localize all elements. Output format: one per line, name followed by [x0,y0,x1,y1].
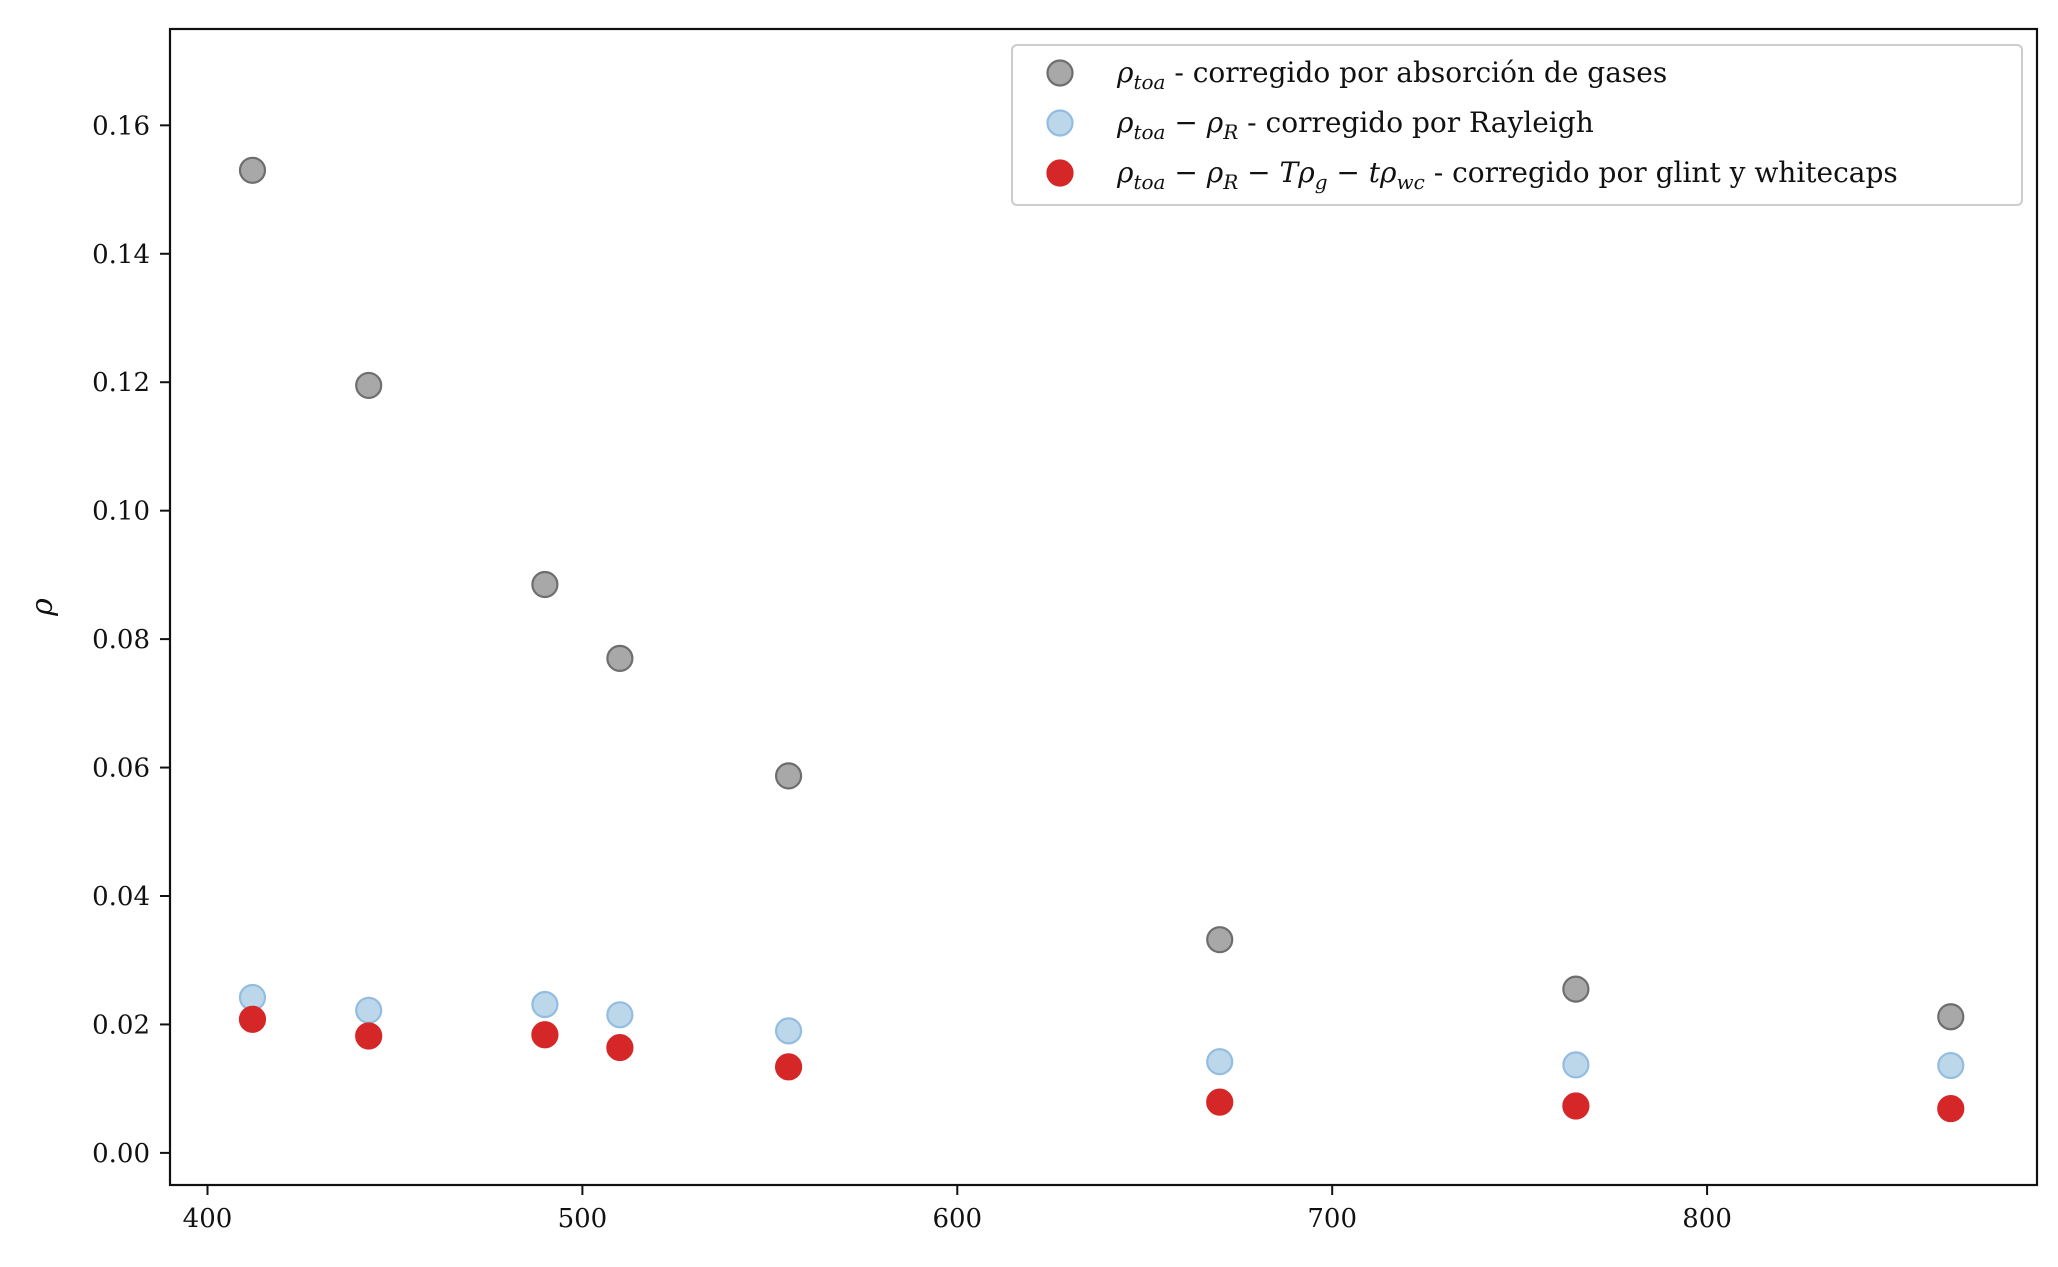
legend-entry: ρtoa​ − ρR​ - corregido por Rayleigh [1046,106,1594,144]
data-point [1562,1092,1590,1120]
y-tick-label: 0.02 [92,1010,150,1040]
data-point [774,762,803,790]
legend-label: ρtoa​ - corregido por absorción de gases [1116,56,1667,94]
y-tick-label: 0.08 [92,625,150,655]
series-2 [238,983,1965,1080]
x-tick-label: 600 [932,1204,982,1234]
legend-marker [1046,159,1074,187]
data-point [531,1021,559,1049]
y-tick-label: 0.04 [92,882,150,912]
data-point [1937,1051,1965,1080]
y-tick-label: 0.00 [92,1139,150,1169]
series-3 [238,1005,1965,1123]
y-tick-label: 0.10 [92,497,150,527]
data-point [1206,1088,1234,1116]
data-point [238,156,267,184]
legend-entry: ρtoa​ − ρR​ − Tρg​ − tρwc​ - corregido p… [1046,156,1898,194]
y-tick-label: 0.14 [92,240,150,270]
legend-entry: ρtoa​ - corregido por absorción de gases [1046,56,1667,94]
y-axis-label: ρ [25,598,60,617]
data-point [774,1053,803,1081]
data-point [606,1033,634,1062]
data-point [1937,1094,1965,1123]
legend-box [1011,44,2023,206]
data-point [1206,926,1234,954]
data-point [774,1017,803,1045]
data-point [1562,1051,1590,1079]
y-tick-label: 0.16 [92,111,150,141]
plot-frame [168,27,2039,1187]
x-tick-label: 700 [1307,1204,1357,1234]
y-axis: 0.00 0.02 0.04 0.06 0.08 0.10 0.12 0.14 0.16 [92,111,170,1169]
data-point [606,644,634,672]
data-point [531,990,559,1019]
legend-marker [1046,59,1074,87]
data-point [606,1001,634,1029]
x-tick-label: 500 [558,1204,608,1234]
data-point [1562,975,1590,1003]
x-tick-label: 800 [1682,1204,1732,1234]
data-point [355,1022,383,1050]
data-point [531,570,559,599]
series-1 [238,156,1965,1031]
legend-label: ρtoa​ − ρR​ - corregido por Rayleigh [1116,106,1594,144]
x-tick-label: 400 [183,1204,233,1234]
data-point [355,371,383,400]
data-point [1937,1003,1965,1031]
legend-label: ρtoa​ − ρR​ − Tρg​ − tρwc​ - corregido p… [1116,156,1898,194]
data-point [1206,1048,1234,1076]
y-tick-label: 0.06 [92,754,150,784]
data-points [238,156,1965,1123]
legend-marker [1046,109,1074,137]
y-tick-label: 0.12 [92,368,150,398]
data-point [238,1005,267,1033]
legend: ρtoa​ - corregido por absorción de gases… [1011,44,2023,206]
data-point [355,996,383,1024]
x-axis: 400 500 600 700 800 [183,1185,1732,1234]
